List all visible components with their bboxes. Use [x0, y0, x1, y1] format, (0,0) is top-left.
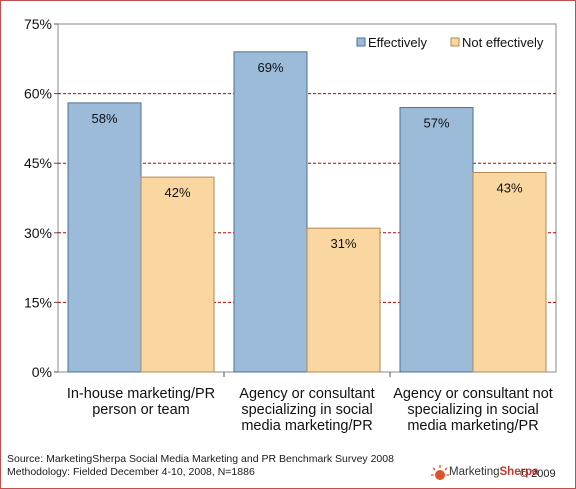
bar-effectively: [399, 107, 474, 373]
bar-effectively: [67, 102, 142, 373]
legend-label: Effectively: [368, 35, 428, 50]
bar-effectively: [233, 51, 308, 373]
x-category-label: In-house marketing/PR: [67, 386, 215, 402]
y-tick-label: 15%: [24, 294, 52, 310]
bar-not-effectively: [306, 227, 381, 373]
sun-logo-icon: [431, 465, 449, 480]
y-tick-label: 60%: [24, 86, 52, 102]
x-category-label: media marketing/PR: [241, 418, 372, 434]
y-tick-label: 0%: [32, 364, 52, 380]
brand-name-part1: Marketing: [449, 466, 500, 478]
brand-name-part2: Sherpa: [499, 466, 539, 478]
source-note: Source: MarketingSherpa Social Media Mar…: [7, 453, 394, 465]
data-label: 58%: [91, 111, 117, 126]
x-category-label: specializing in social: [407, 402, 538, 418]
legend-swatch: [450, 37, 460, 47]
x-category-label: Agency or consultant not: [393, 386, 553, 402]
x-category-label: Agency or consultant: [239, 386, 374, 402]
methodology-note: Methodology: Fielded December 4-10, 2008…: [7, 466, 255, 478]
y-tick-label: 75%: [24, 16, 52, 32]
x-category-label: person or team: [92, 402, 190, 418]
copyright: © 2009: [520, 468, 556, 480]
data-label: 57%: [423, 116, 449, 131]
legend-swatch: [356, 37, 366, 47]
bar-not-effectively: [140, 176, 215, 373]
data-label: 69%: [257, 60, 283, 75]
data-label: 43%: [496, 180, 522, 195]
brand-name: MarketingSherpa: [449, 466, 539, 478]
legend-label: Not effectively: [462, 35, 544, 50]
marketingsherpa-logo: MarketingSherpa: [431, 462, 571, 484]
x-category-label: specializing in social: [241, 402, 372, 418]
data-label: 31%: [330, 236, 356, 251]
y-tick-label: 45%: [24, 155, 52, 171]
x-category-label: media marketing/PR: [407, 418, 538, 434]
bar-not-effectively: [472, 171, 547, 373]
y-tick-label: 30%: [24, 225, 52, 241]
data-label: 42%: [164, 185, 190, 200]
